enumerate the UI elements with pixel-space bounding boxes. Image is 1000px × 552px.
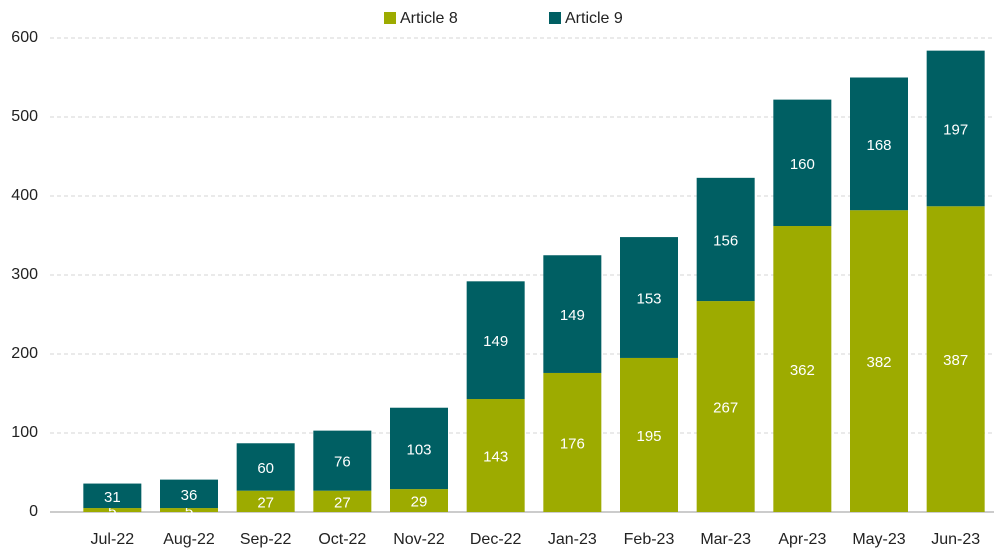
y-tick-label: 400 [11, 187, 38, 204]
bar-segment [466, 399, 525, 512]
bar-segment [773, 226, 832, 512]
data-label: 387 [943, 352, 968, 369]
x-tick-label: Aug-22 [163, 531, 215, 548]
data-label: 156 [713, 232, 738, 249]
data-label: 27 [334, 494, 351, 511]
data-label: 60 [257, 460, 274, 477]
y-tick-label: 200 [11, 345, 38, 362]
data-label: 103 [406, 441, 431, 458]
x-tick-label: May-23 [852, 531, 905, 548]
bar-segment [543, 372, 602, 512]
x-tick-label: Feb-23 [624, 531, 675, 548]
data-label: 267 [713, 400, 738, 417]
bar-segment [850, 77, 908, 211]
bar-segment [926, 206, 985, 512]
data-label: 160 [790, 156, 815, 173]
x-tick-label: Jul-22 [91, 531, 135, 548]
data-label: 5 [185, 503, 193, 520]
bar-segment [696, 301, 755, 512]
bar-segment [313, 490, 372, 512]
data-label: 195 [636, 428, 661, 445]
bar-segment [390, 407, 448, 490]
bar-segment [620, 237, 678, 358]
data-label: 168 [866, 137, 891, 154]
bar-segment [696, 177, 755, 302]
legend-swatch [384, 12, 396, 24]
legend-label: Article 9 [565, 10, 623, 27]
x-tick-label: Jan-23 [548, 531, 597, 548]
x-tick-label: Mar-23 [700, 531, 751, 548]
x-tick-label: Apr-23 [778, 531, 826, 548]
bar-segment [390, 489, 448, 512]
legend-label: Article 8 [400, 10, 458, 27]
x-tick-label: Dec-22 [470, 531, 522, 548]
data-label: 382 [866, 354, 891, 371]
x-tick-label: Nov-22 [393, 531, 445, 548]
data-label: 176 [560, 435, 585, 452]
bar-segment [620, 357, 678, 512]
bar-segment [773, 99, 832, 227]
data-label: 27 [257, 494, 274, 511]
data-label: 143 [483, 448, 508, 465]
data-label: 153 [636, 290, 661, 307]
bar-segment [926, 50, 985, 207]
data-label: 362 [790, 362, 815, 379]
data-label: 29 [411, 494, 428, 511]
bar-segment [850, 210, 908, 512]
bar-segment [543, 255, 602, 373]
x-tick-label: Jun-23 [931, 531, 980, 548]
y-tick-label: 100 [11, 424, 38, 441]
data-label: 36 [181, 487, 198, 504]
bar-segment [466, 281, 525, 400]
y-tick-label: 300 [11, 266, 38, 283]
bar-segment [313, 430, 372, 491]
bar-segment [160, 479, 218, 509]
y-tick-label: 0 [29, 503, 38, 520]
y-tick-label: 500 [11, 108, 38, 125]
legend-swatch [549, 12, 561, 24]
x-tick-label: Oct-22 [318, 531, 366, 548]
data-label: 5 [108, 503, 116, 520]
data-label: 149 [560, 307, 585, 324]
bar-segment [83, 508, 142, 512]
bar-segment [236, 443, 295, 491]
data-label: 149 [483, 333, 508, 350]
data-label: 197 [943, 121, 968, 138]
data-label: 76 [334, 454, 351, 471]
bar-segment [236, 490, 295, 512]
y-tick-label: 600 [11, 29, 38, 46]
bar-segment [160, 508, 218, 512]
data-label: 31 [104, 489, 121, 506]
bar-segment [83, 483, 142, 509]
x-tick-label: Sep-22 [240, 531, 292, 548]
